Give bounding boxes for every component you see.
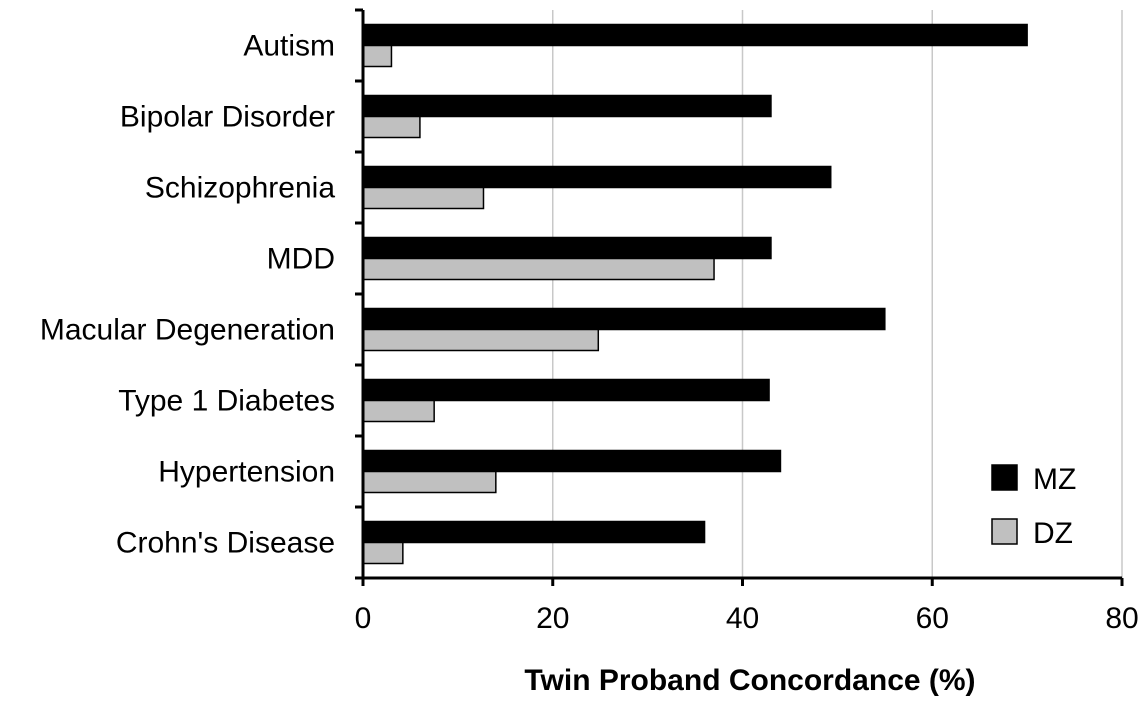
bar-dz <box>362 115 421 139</box>
x-tick-label: 0 <box>355 602 372 635</box>
bar-mz <box>362 94 772 118</box>
axes <box>355 8 1124 586</box>
legend: MZ DZ <box>991 463 1076 550</box>
category-label: Macular Degeneration <box>40 314 335 347</box>
bar-dz <box>362 186 485 210</box>
bar-mz <box>362 165 832 189</box>
x-tick-label: 20 <box>536 602 569 635</box>
bar-dz <box>362 257 715 281</box>
bar-dz <box>362 44 393 68</box>
x-axis-title: Twin Proband Concordance (%) <box>524 664 975 697</box>
category-label: Hypertension <box>158 456 335 489</box>
legend-label-dz: DZ <box>1033 517 1073 550</box>
bar-mz <box>362 23 1028 47</box>
bar-mz <box>362 236 772 260</box>
x-tick-labels: 0 20 40 60 80 <box>355 602 1139 635</box>
bar-mz <box>362 520 706 544</box>
bar-mz <box>362 378 770 402</box>
bar-mz <box>362 307 886 331</box>
category-label: Bipolar Disorder <box>120 101 335 134</box>
bar-dz <box>362 470 497 494</box>
bar-dz <box>362 541 404 565</box>
legend-label-mz: MZ <box>1033 463 1076 496</box>
bars <box>362 23 1028 565</box>
x-tick-label: 80 <box>1105 602 1138 635</box>
category-label: Crohn's Disease <box>116 527 335 560</box>
bar-dz <box>362 399 435 423</box>
bar-mz <box>362 449 782 473</box>
legend-swatch-dz <box>991 518 1018 545</box>
category-label: Autism <box>243 30 335 63</box>
x-tick-label: 40 <box>726 602 759 635</box>
category-label: MDD <box>267 243 335 276</box>
bar-dz <box>362 328 600 352</box>
x-tick-label: 60 <box>916 602 949 635</box>
category-label: Schizophrenia <box>145 172 335 205</box>
category-label: Type 1 Diabetes <box>118 385 335 418</box>
category-labels: Autism Bipolar Disorder Schizophrenia MDD Ma… <box>40 30 335 560</box>
legend-swatch-mz <box>991 464 1018 491</box>
